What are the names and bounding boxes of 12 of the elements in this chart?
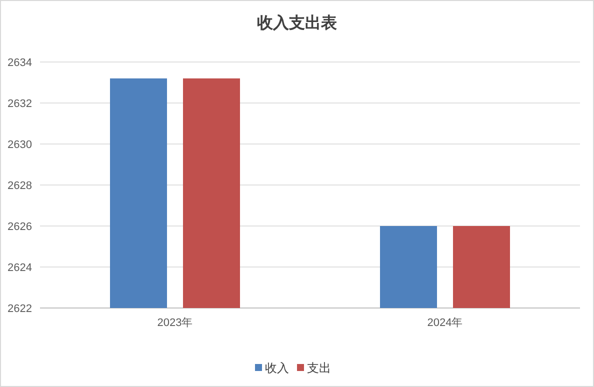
x-tick-label: 2023年 <box>157 317 193 329</box>
y-tick-label: 2632 <box>8 98 32 110</box>
x-tick-label: 2024年 <box>427 317 463 329</box>
chart-title: 收入支出表 <box>257 14 338 32</box>
legend-label: 支出 <box>307 361 331 375</box>
y-tick-label: 2622 <box>8 303 32 315</box>
legend-label: 收入 <box>265 361 289 375</box>
y-tick-label: 2624 <box>8 262 32 274</box>
y-tick-label: 2626 <box>8 221 32 233</box>
y-tick-label: 2628 <box>8 180 32 192</box>
y-tick-label: 2634 <box>8 57 32 69</box>
y-tick-label: 2630 <box>8 139 32 151</box>
